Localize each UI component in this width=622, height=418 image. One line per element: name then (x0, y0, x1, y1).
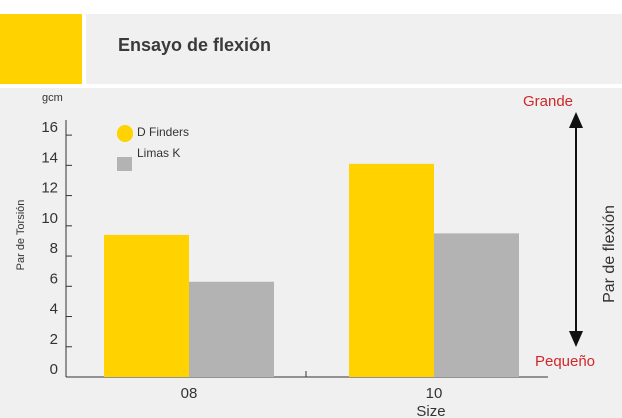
bar-group (104, 163, 519, 377)
y-tick-label: 12 (41, 180, 58, 197)
y-tick-group: 0 2 4 6 8 10 12 14 16 (41, 119, 72, 378)
scale-arrow-head-down (569, 331, 583, 347)
header-band (86, 14, 622, 84)
y-tick-label: 4 (50, 301, 58, 318)
bar-d-finders-10 (349, 163, 434, 377)
legend-swatch-d-finders (117, 125, 133, 142)
y-axis-label: Par de Torsión (15, 200, 27, 271)
x-tick-label: 08 (181, 385, 198, 402)
page-title: Ensayo de flexión (118, 35, 272, 55)
bar-limas-k-08 (189, 281, 274, 377)
y-tick-label: 2 (50, 331, 58, 348)
y-tick-label: 8 (50, 240, 58, 257)
y-tick-label: 0 (50, 361, 58, 378)
scale-side-label: Par de flexión (601, 205, 618, 303)
bar-d-finders-08 (104, 234, 189, 377)
legend-swatch-limas-k (117, 157, 132, 171)
y-tick-label: 6 (50, 270, 58, 287)
x-tick-label: 10 (426, 385, 443, 402)
legend: D Finders Limas K (117, 125, 189, 171)
y-tick-label: 16 (41, 119, 58, 136)
scale-label-pequeno: Pequeño (535, 353, 595, 370)
bar-limas-k-10 (434, 233, 519, 377)
x-tick-labels: 08 10 (181, 385, 443, 402)
legend-label-d-finders: D Finders (137, 125, 189, 139)
x-axis-label: Size (416, 403, 445, 418)
flexion-scale-arrow: Grande Pequeño Par de flexión (523, 93, 618, 370)
legend-label-limas-k: Limas K (137, 146, 180, 160)
y-tick-label: 14 (41, 149, 58, 166)
unit-label: gcm (42, 92, 63, 104)
y-tick-label: 10 (41, 210, 58, 227)
scale-label-grande: Grande (523, 93, 573, 110)
scale-arrow-head-up (569, 112, 583, 128)
header-accent-block (0, 14, 82, 84)
